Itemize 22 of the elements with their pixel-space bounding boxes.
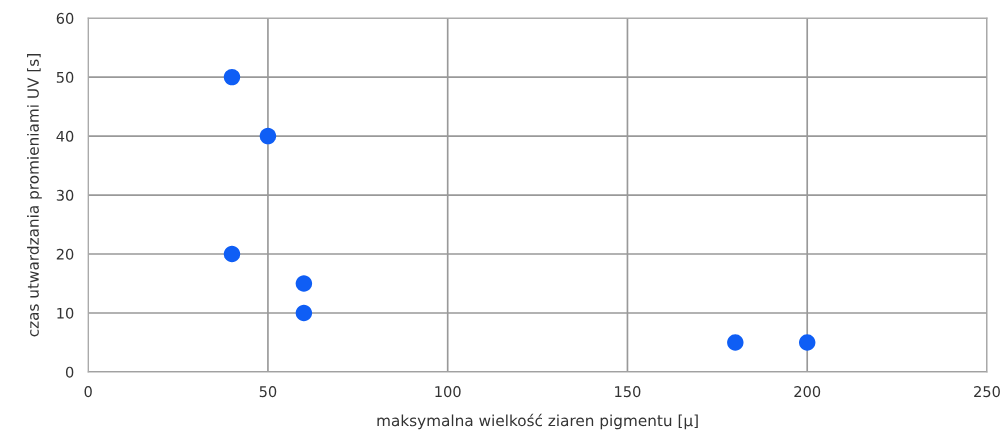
point bbox=[223, 245, 241, 263]
x-tick-label: 150 bbox=[615, 386, 641, 398]
y-tick-label: 10 bbox=[57, 307, 74, 319]
y-tick-label: 20 bbox=[56, 248, 74, 260]
y-tick-label: 60 bbox=[56, 12, 74, 24]
point bbox=[295, 304, 313, 322]
point bbox=[727, 334, 744, 351]
x-axis-title: maksymalna wielkość ziaren pigmentu [µ] bbox=[377, 413, 698, 430]
y-tick-label: 30 bbox=[56, 189, 74, 201]
x-tick-label: 50 bbox=[259, 386, 277, 398]
point bbox=[223, 68, 241, 86]
y-tick-label: 40 bbox=[56, 130, 74, 142]
y-tick-label: 0 bbox=[65, 366, 74, 378]
point bbox=[259, 127, 277, 145]
point bbox=[295, 275, 313, 292]
x-tick-label: 250 bbox=[974, 386, 1000, 398]
x-tick-label: 0 bbox=[84, 386, 92, 398]
x-tick-label: 100 bbox=[435, 386, 461, 398]
x-tick-label: 200 bbox=[794, 386, 821, 398]
point bbox=[798, 334, 816, 351]
y-axis-title: czas utwardzania promieniami UV [s] bbox=[27, 54, 42, 337]
y-tick-label: 50 bbox=[56, 71, 74, 83]
